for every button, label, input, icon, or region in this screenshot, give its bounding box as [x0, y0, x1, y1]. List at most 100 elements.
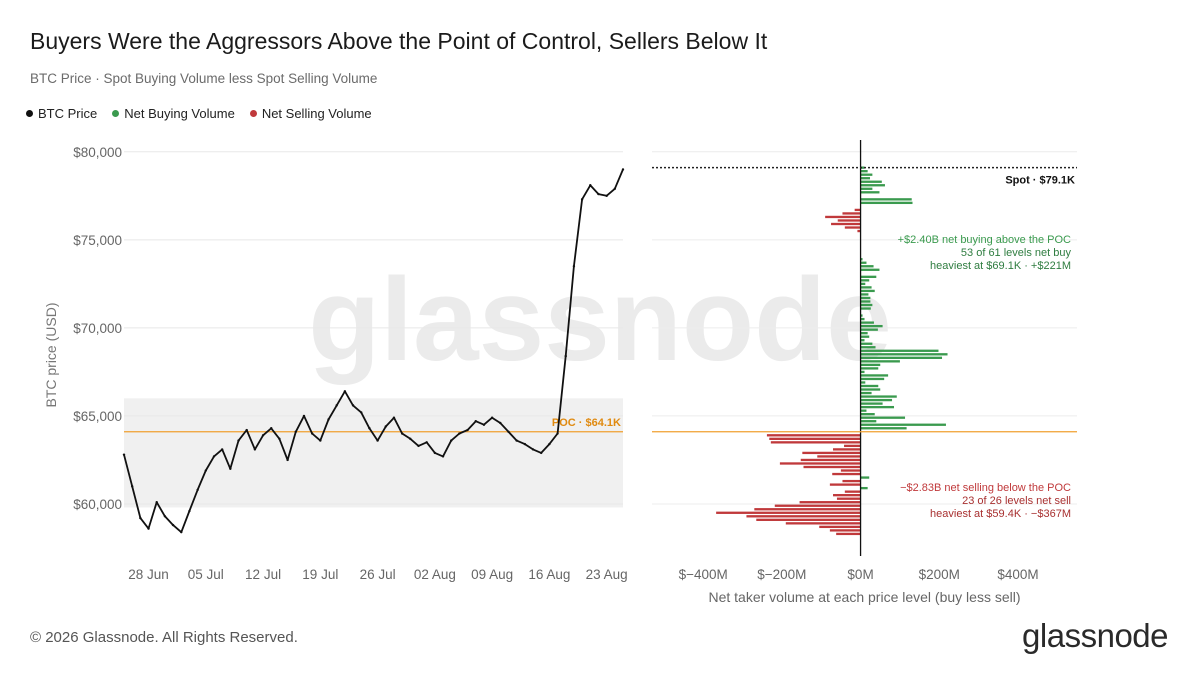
- net-buy-bar: [860, 261, 867, 264]
- x-tick-label: 12 Jul: [245, 567, 281, 582]
- btc-price-point: [237, 439, 240, 442]
- x-tick-label: 28 Jun: [128, 567, 169, 582]
- x-tick-label-right: $400M: [997, 567, 1038, 582]
- btc-price-line: [123, 169, 624, 534]
- legend-item-btc-price[interactable]: BTC Price: [26, 106, 97, 121]
- annotation-below-line: 23 of 26 levels net sell: [962, 495, 1071, 507]
- btc-price-point: [425, 441, 428, 444]
- net-buy-bar: [860, 353, 948, 356]
- net-sell-bar: [844, 444, 861, 448]
- btc-price-point: [450, 439, 453, 442]
- net-sell-bar: [754, 508, 861, 511]
- net-sell-bar: [800, 458, 861, 462]
- net-buy-bar: [860, 486, 868, 490]
- net-buy-bar: [860, 170, 868, 173]
- btc-price-point: [490, 416, 494, 419]
- btc-price-point: [147, 527, 150, 530]
- legend-label-btc-price: BTC Price: [38, 106, 98, 121]
- btc-price-point: [441, 455, 445, 458]
- btc-price-point: [409, 437, 412, 441]
- net-buy-bar: [860, 268, 880, 271]
- btc-price-point: [220, 448, 224, 451]
- btc-price-point: [376, 439, 379, 442]
- legend-dot-net-selling: [249, 110, 257, 117]
- net-buy-bar: [860, 346, 876, 349]
- net-sell-bar: [829, 483, 861, 486]
- btc-price-point: [392, 416, 396, 419]
- net-buy-bar: [860, 402, 883, 405]
- net-sell-bar: [766, 434, 861, 437]
- btc-price-point: [613, 187, 617, 190]
- net-sell-bar: [756, 518, 861, 521]
- net-sell-bar: [837, 219, 861, 222]
- y-tick-label: $65,000: [73, 409, 122, 424]
- net-sell-bar: [829, 529, 861, 532]
- net-sell-bar: [746, 515, 861, 518]
- net-buy-bar: [860, 177, 871, 180]
- legend-dot-btc-price: [26, 110, 33, 117]
- net-sell-bar: [774, 504, 861, 507]
- net-buy-bar: [860, 180, 882, 183]
- btc-price-point: [482, 423, 486, 426]
- net-sell-bar: [844, 490, 861, 493]
- btc-price-point: [327, 418, 330, 421]
- btc-price-point: [343, 390, 347, 393]
- btc-price-point: [130, 485, 134, 488]
- net-sell-bar: [803, 465, 861, 469]
- value-area-band: [124, 398, 623, 508]
- legend-label-net-selling: Net Selling Volume: [261, 106, 372, 121]
- net-sell-bar: [842, 212, 861, 215]
- net-sell-bar: [802, 451, 861, 455]
- btc-price-point: [458, 432, 461, 435]
- net-sell-bar: [716, 511, 861, 514]
- btc-price-point: [302, 414, 306, 418]
- net-sell-bar: [844, 226, 861, 229]
- net-buy-bar: [860, 265, 874, 268]
- legend-item-net-selling[interactable]: Net Selling Volume: [249, 106, 372, 121]
- btc-price-point: [351, 404, 355, 407]
- net-buy-bar: [860, 356, 943, 359]
- btc-price-point: [368, 427, 371, 430]
- net-sell-bar: [836, 532, 861, 536]
- btc-price-point: [621, 168, 625, 171]
- btc-price-point: [310, 432, 314, 435]
- btc-price-point: [400, 432, 404, 435]
- net-buy-bar: [860, 300, 871, 303]
- annotation-below-line: heaviest at $59.4K · −$367M: [930, 508, 1071, 520]
- net-buy-bar: [860, 296, 871, 300]
- net-buy-bar: [860, 314, 863, 317]
- net-sell-bar: [770, 441, 861, 444]
- y-tick-label: $75,000: [73, 233, 122, 248]
- brand-logo: glassnode: [1022, 617, 1168, 654]
- btc-price-point: [433, 451, 437, 455]
- btc-price-point: [384, 425, 387, 428]
- btc-price-point: [171, 523, 175, 527]
- btc-price-point: [204, 469, 208, 472]
- btc-price-point: [188, 509, 191, 513]
- btc-price-point: [564, 354, 567, 358]
- net-buy-bar: [860, 286, 872, 289]
- net-buy-bar: [860, 187, 873, 190]
- btc-price-point: [580, 198, 584, 201]
- net-buy-bar: [860, 381, 866, 384]
- x-tick-label-right: $200M: [919, 567, 960, 582]
- legend-label-net-buying: Net Buying Volume: [124, 106, 235, 121]
- btc-price-point: [229, 467, 232, 470]
- net-buy-bar: [860, 258, 863, 261]
- net-buy-bar: [860, 367, 879, 370]
- btc-price-point: [531, 448, 535, 451]
- net-buy-bar: [860, 420, 877, 423]
- btc-price-point: [122, 453, 126, 456]
- net-buy-bar: [860, 423, 946, 426]
- x-tick-label: 23 Aug: [586, 567, 628, 582]
- y-tick-label: $60,000: [73, 497, 122, 512]
- net-sell-bar: [819, 525, 861, 529]
- btc-price-point: [180, 530, 183, 534]
- net-buy-bar: [860, 398, 893, 402]
- legend-item-net-buying[interactable]: Net Buying Volume: [112, 106, 235, 121]
- x-axis-label-right: Net taker volume at each price level (bu…: [708, 589, 1020, 605]
- annotation-above-line: heaviest at $69.1K · +$221M: [930, 260, 1071, 272]
- net-buy-bar: [860, 339, 865, 342]
- net-sell-bar: [854, 208, 861, 212]
